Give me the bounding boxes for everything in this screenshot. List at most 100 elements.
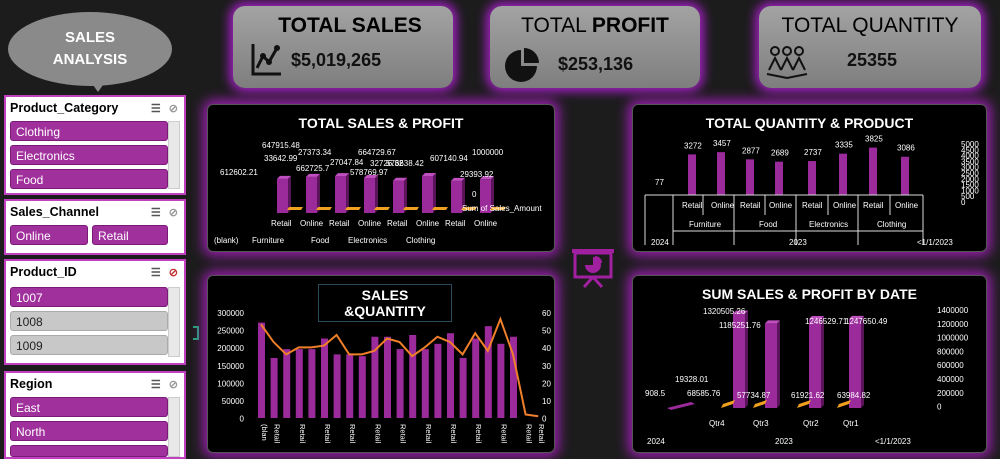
profit-bar <box>316 207 332 210</box>
sales-bar <box>384 336 391 418</box>
year-label: 2024 <box>647 437 665 446</box>
slicer-title: Product_ID <box>10 265 77 279</box>
profit-label: 61921.62 <box>791 391 825 400</box>
y-tick-label: 600000 <box>937 361 964 370</box>
group-label: Clothing <box>406 236 435 245</box>
sales-bar <box>364 175 378 213</box>
right-axis-label: 1000000 <box>472 148 504 157</box>
kpi-total-sales: TOTAL SALES $5,019,265 <box>233 6 453 88</box>
slicer-item-east[interactable]: East <box>10 397 168 417</box>
sales-bar <box>306 173 320 213</box>
clear-filter-icon[interactable]: ⊘ <box>168 378 178 391</box>
sales-bar <box>459 357 467 418</box>
slicer-scrollbar[interactable] <box>168 121 180 189</box>
sales-bar <box>451 177 465 213</box>
data-label: 662725.7 <box>296 164 330 173</box>
sales-bar <box>335 173 349 213</box>
legend-label: Sum of Sales_Amount <box>462 204 542 213</box>
title-bubble: SALES ANALYSIS <box>8 12 172 86</box>
multi-select-icon[interactable]: ☰ <box>150 102 161 115</box>
y-tick-label: 1000000 <box>937 334 969 343</box>
x-tick-label: Qtr2 <box>803 419 819 428</box>
sales-bar <box>393 177 407 213</box>
y-tick-label: 1000 <box>961 186 979 195</box>
x-tick-label: Retail <box>424 424 433 444</box>
sales-bar <box>733 310 748 408</box>
bubble-line-1: SALES <box>64 29 115 46</box>
multi-select-icon[interactable]: ☰ <box>150 206 161 219</box>
kpi-total-profit: TOTAL PROFIT $253,136 <box>490 6 700 88</box>
panel-sales-profit: TOTAL SALES & PROFIT 612602.21 647915.48 3… <box>207 104 555 252</box>
group-label: Furniture <box>252 236 285 245</box>
kpi-sales-title: TOTAL SALES <box>278 14 422 37</box>
x-tick-label: Online <box>833 201 857 210</box>
profit-bar <box>374 207 390 210</box>
resize-handle[interactable] <box>193 326 199 340</box>
y-tick-label: 100000 <box>217 379 244 388</box>
kpi-total-quantity: TOTAL QUANTITY 25355 <box>759 6 981 88</box>
sales-bar <box>308 349 316 418</box>
year-label: 2024 <box>651 238 669 247</box>
y-tick-label: 4000 <box>961 152 979 161</box>
slicer-title: Product_Category <box>10 101 119 115</box>
profit-bar <box>490 207 506 210</box>
sales-bar <box>409 334 417 418</box>
y2-tick-label: 20 <box>542 379 551 388</box>
quantity-line <box>260 316 539 418</box>
y-tick-label: 5000 <box>961 140 979 149</box>
chart-title: SUM SALES & PROFIT BY DATE <box>702 286 917 302</box>
slicer-item-food[interactable]: Food <box>10 169 168 189</box>
slicer-item-online[interactable]: Online <box>10 225 88 245</box>
kpi-profit-title-b: PROFIT <box>591 14 669 37</box>
x-tick-label: Retail <box>740 201 761 210</box>
quantity-bar <box>688 154 696 195</box>
data-label: 33642.99 <box>264 154 298 163</box>
x-tick-label: Retail <box>373 424 382 444</box>
profit-label: 908.5 <box>645 389 666 398</box>
slicer-item-partial[interactable] <box>10 445 168 457</box>
data-label: 32726.32 <box>370 159 404 168</box>
y-tick-label: 1400000 <box>937 306 969 315</box>
sales-bar <box>258 322 265 418</box>
slicer-item-north[interactable]: North <box>10 421 168 441</box>
chart-sales-quantity: 300000 250000 200000 150000 100000 50000 0 60 50… <box>217 309 551 444</box>
profit-bar <box>753 400 767 408</box>
multi-select-icon[interactable]: ☰ <box>150 378 161 391</box>
clear-filter-icon[interactable]: ⊘ <box>168 102 178 115</box>
sales-bar <box>422 172 436 213</box>
chart-title: TOTAL QUANTITY & PRODUCT <box>705 115 914 131</box>
quantity-bar <box>746 159 754 195</box>
sales-bar <box>497 343 505 418</box>
sales-bar <box>396 349 404 418</box>
x-tick-label: Qtr4 <box>709 419 725 428</box>
slicer-item-1008[interactable]: 1008 <box>10 311 168 331</box>
slicer-scrollbar[interactable] <box>168 287 180 357</box>
sales-bar <box>295 349 303 418</box>
y-tick-label: 0 <box>240 415 245 424</box>
y-tick-label: 200000 <box>217 344 244 353</box>
year-label: <1/1/2023 <box>875 437 911 446</box>
panel-sales-profit-date: SUM SALES & PROFIT BY DATE 19328.01 13205… <box>632 275 987 453</box>
slicer-item-clothing[interactable]: Clothing <box>10 121 168 141</box>
x-tick-label: Retail <box>323 424 332 444</box>
slicer-item-electronics[interactable]: Electronics <box>10 145 168 165</box>
data-label: 77 <box>655 178 664 187</box>
x-tick-label: Retail <box>445 219 466 228</box>
slicer-item-retail[interactable]: Retail <box>92 225 168 245</box>
profit-label: 63984.82 <box>837 391 871 400</box>
slicer-item-1009[interactable]: 1009 <box>10 335 168 355</box>
x-tick-label: Retail <box>499 424 508 444</box>
clear-filter-icon[interactable]: ⊘ <box>168 206 178 219</box>
slicer-scrollbar[interactable] <box>168 397 180 457</box>
x-tick-label: Retail <box>273 424 282 444</box>
multi-select-icon[interactable]: ☰ <box>150 266 161 279</box>
x-tick-label: Retail <box>387 219 408 228</box>
y-tick-label: 1500 <box>961 181 979 190</box>
y-tick-label: 400000 <box>937 375 964 384</box>
slicer-item-1007[interactable]: 1007 <box>10 287 168 307</box>
y-tick-label: 2000 <box>961 175 979 184</box>
data-label: 2689 <box>771 149 789 158</box>
group-label: Food <box>311 236 329 245</box>
clear-filter-icon[interactable]: ⊘ <box>168 266 178 279</box>
kpi-profit-title-a: TOTAL <box>521 14 592 37</box>
